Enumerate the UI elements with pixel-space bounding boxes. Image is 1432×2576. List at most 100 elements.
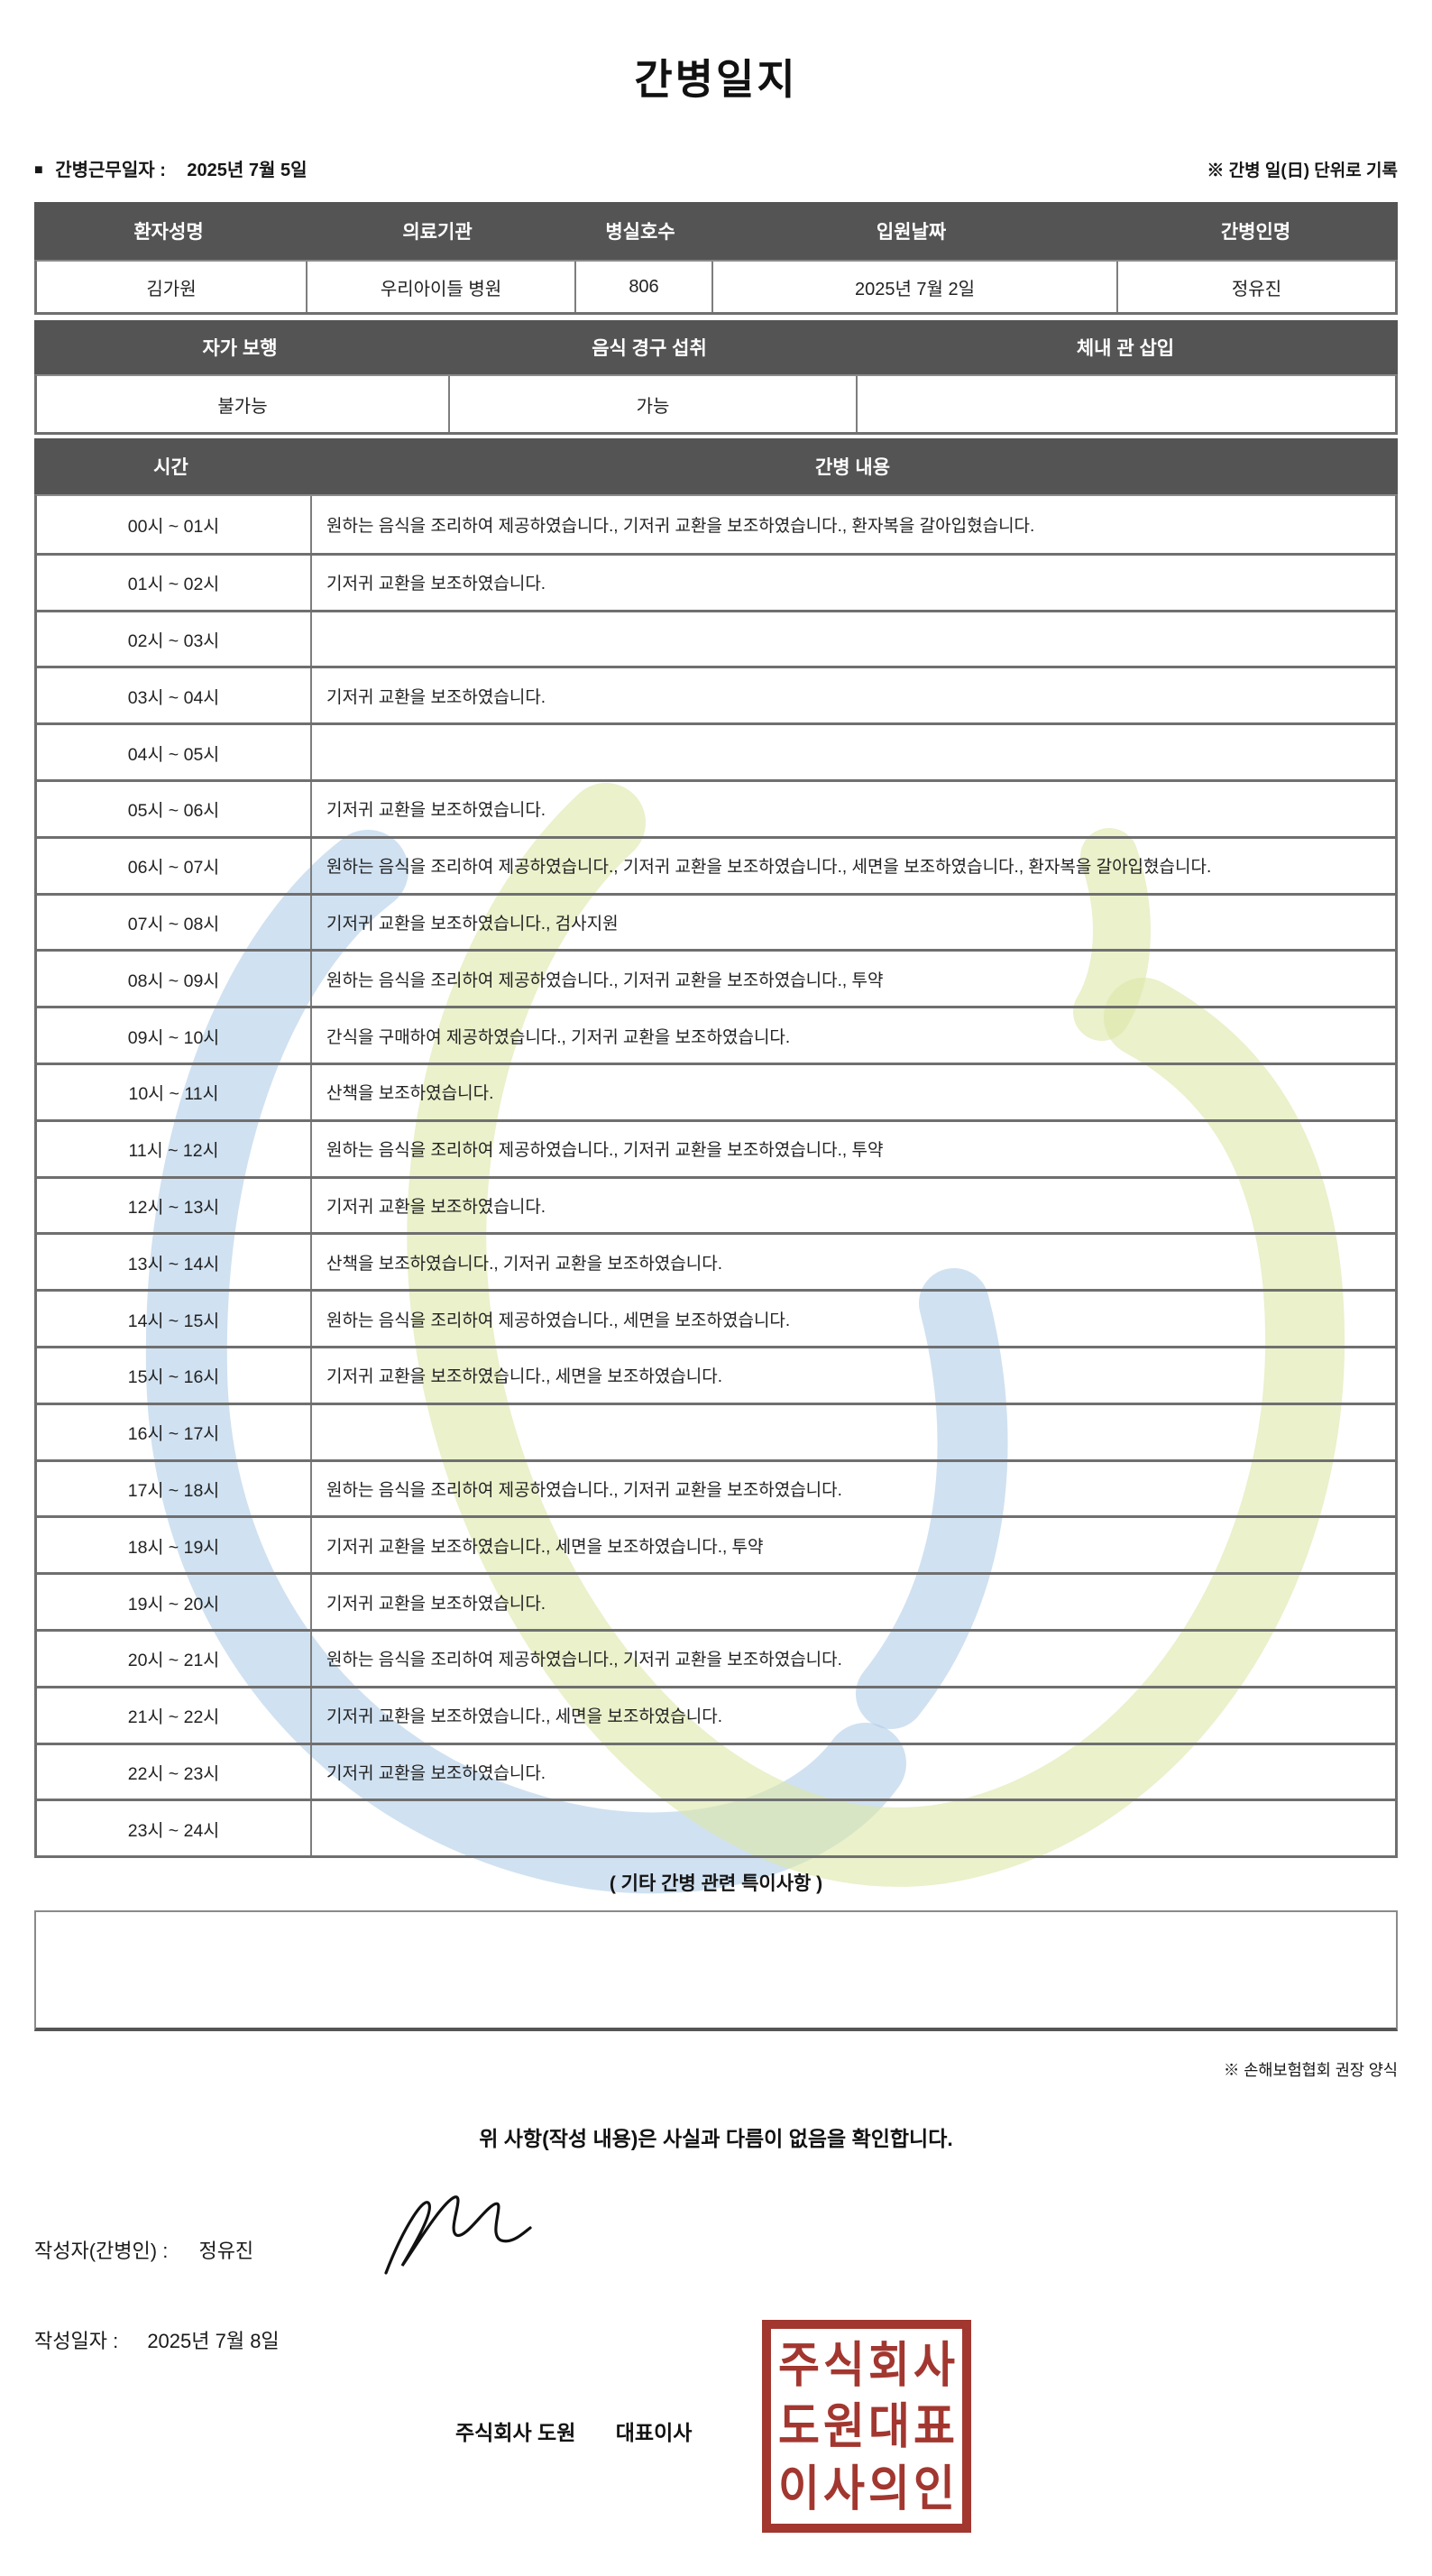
company-name: 주식회사 도원 [455, 2421, 576, 2444]
care-row: 18시 ~ 19시 기저귀 교환을 보조하였습니다., 세면을 보조하였습니다.… [37, 1515, 1395, 1573]
care-row-content: 기저귀 교환을 보조하였습니다. [310, 668, 1395, 723]
care-row-time: 19시 ~ 20시 [127, 1594, 220, 1615]
care-row-time: 04시 ~ 05시 [127, 744, 220, 765]
care-row-content: 기저귀 교환을 보조하였습니다. [310, 1575, 1395, 1629]
care-row: 03시 ~ 04시 기저귀 교환을 보조하였습니다. [37, 666, 1395, 723]
duty-date-label: 간병근무일자 : [55, 161, 166, 180]
patient-status-header-row: 자가 보행 음식 경구 섭취 체내 관 삽입 [34, 320, 1398, 374]
care-row-content [310, 1801, 1395, 1856]
care-row-content: 원하는 음식을 조리하여 제공하였습니다., 세면을 보조하였습니다. [310, 1292, 1395, 1346]
care-row-content: 원하는 음식을 조리하여 제공하였습니다., 기저귀 교환을 보조하였습니다.,… [310, 1121, 1395, 1176]
care-row-content [310, 612, 1395, 667]
medical-institution-value: 우리아이들 병원 [306, 262, 574, 312]
care-row-content: 간식을 구매하여 제공하였습니다., 기저귀 교환을 보조하였습니다. [310, 1008, 1395, 1063]
care-row-content [310, 1404, 1395, 1459]
care-row-time: 23시 ~ 24시 [127, 1820, 220, 1841]
care-row: 07시 ~ 08시 기저귀 교환을 보조하였습니다., 검사지원 [37, 892, 1395, 950]
care-row-content: 원하는 음식을 조리하여 제공하였습니다., 기저귀 교환을 보조하였습니다. [310, 1631, 1395, 1686]
care-row-time: 22시 ~ 23시 [127, 1763, 220, 1784]
care-row-time: 14시 ~ 15시 [127, 1311, 220, 1331]
care-row-content: 산책을 보조하였습니다., 기저귀 교환을 보조하였습니다. [310, 1235, 1395, 1290]
care-row-content: 원하는 음식을 조리하여 제공하였습니다., 기저귀 교환을 보조하였습니다.,… [310, 838, 1395, 893]
care-row-content: 원하는 음식을 조리하여 제공하였습니다., 기저귀 교환을 보조하였습니다.,… [310, 952, 1395, 1007]
care-row: 19시 ~ 20시 기저귀 교환을 보조하였습니다. [37, 1572, 1395, 1629]
header-self-walking: 자가 보행 [202, 338, 278, 359]
care-row-time: 02시 ~ 03시 [127, 630, 220, 651]
patient-info-header-row: 환자성명 의료기관 병실호수 입원날짜 간병인명 [34, 202, 1398, 260]
company-line: 주식회사 도원 대표이사 [455, 2415, 692, 2446]
care-row-time: 21시 ~ 22시 [127, 1707, 220, 1728]
care-row: 04시 ~ 05시 [37, 722, 1395, 779]
care-row-time: 17시 ~ 18시 [127, 1480, 220, 1501]
care-row-content: 기저귀 교환을 보조하였습니다., 세면을 보조하였습니다. [310, 1688, 1395, 1743]
care-row-time: 16시 ~ 17시 [127, 1424, 220, 1445]
care-row: 14시 ~ 15시 원하는 음식을 조리하여 제공하였습니다., 세면을 보조하… [37, 1289, 1395, 1346]
header-caregiver-name: 간병인명 [1220, 222, 1291, 243]
care-row: 13시 ~ 14시 산책을 보조하였습니다., 기저귀 교환을 보조하였습니다. [37, 1232, 1395, 1290]
header-care-content: 간병 내용 [814, 457, 891, 478]
admission-date-value: 2025년 7월 2일 [711, 262, 1116, 312]
care-log-header-row: 시간 간병 내용 [34, 438, 1398, 494]
patient-status-table: 자가 보행 음식 경구 섭취 체내 관 삽입 불가능 가능 [34, 320, 1398, 435]
header-admission-date: 입원날짜 [876, 222, 947, 243]
care-row-content: 기저귀 교환을 보조하였습니다., 세면을 보조하였습니다. [310, 1348, 1395, 1403]
self-walking-value: 불가능 [217, 396, 268, 417]
care-row-time: 10시 ~ 11시 [128, 1084, 219, 1105]
care-row-content: 기저귀 교환을 보조하였습니다., 검사지원 [310, 895, 1395, 950]
special-notes-title: ( 기타 간병 관련 특이사항 ) [609, 1873, 823, 1894]
care-row-content: 원하는 음식을 조리하여 제공하였습니다., 기저귀 교환을 보조하였습니다. [310, 1461, 1395, 1516]
duty-date-line: ■ 간병근무일자 : 2025년 7월 5일 [34, 155, 307, 181]
care-log-rows: 00시 ~ 01시 원하는 음식을 조리하여 제공하였습니다., 기저귀 교환을… [34, 494, 1398, 1859]
care-row-time: 20시 ~ 21시 [127, 1651, 220, 1671]
care-row: 17시 ~ 18시 원하는 음식을 조리하여 제공하였습니다., 기저귀 교환을… [37, 1458, 1395, 1516]
watermark-blue-tail [856, 1268, 1008, 1729]
written-date-label: 작성일자 : [34, 2330, 119, 2352]
header-time: 시간 [153, 457, 188, 478]
care-row-time: 13시 ~ 14시 [127, 1254, 220, 1274]
caregiver-signature [384, 2195, 532, 2275]
care-row-content: 원하는 음식을 조리하여 제공하였습니다., 기저귀 교환을 보조하였습니다.,… [310, 496, 1395, 553]
care-row: 23시 ~ 24시 [37, 1799, 1395, 1856]
header-medical-institution: 의료기관 [402, 222, 473, 243]
care-row-time: 07시 ~ 08시 [127, 914, 220, 934]
care-row: 12시 ~ 13시 기저귀 교환을 보조하였습니다. [37, 1175, 1395, 1233]
care-row-time: 09시 ~ 10시 [127, 1027, 220, 1048]
patient-info-value-row: 김가원 우리아이들 병원 806 2025년 7월 2일 정유진 [34, 260, 1398, 315]
unit-note: ※ 간병 일(日) 단위로 기록 [1207, 161, 1398, 180]
room-number-value: 806 [574, 262, 711, 312]
care-log-table: 시간 간병 내용 00시 ~ 01시 원하는 음식을 조리하여 제공하였습니다.… [34, 438, 1398, 1859]
patient-info-table: 환자성명 의료기관 병실호수 입원날짜 간병인명 김가원 우리아이들 병원 80… [34, 202, 1398, 315]
care-row: 15시 ~ 16시 기저귀 교환을 보조하였습니다., 세면을 보조하였습니다. [37, 1345, 1395, 1403]
care-row-time: 01시 ~ 02시 [127, 575, 220, 595]
writer-label: 작성자(간병인) : [34, 2240, 169, 2262]
care-row-time: 03시 ~ 04시 [127, 687, 220, 708]
ceo-label: 대표이사 [615, 2421, 693, 2444]
care-row: 06시 ~ 07시 원하는 음식을 조리하여 제공하였습니다., 기저귀 교환을… [37, 835, 1395, 893]
watermark-blue-arc [145, 830, 906, 1894]
care-row-time: 06시 ~ 07시 [127, 858, 220, 879]
header-room-number: 병실호수 [605, 222, 675, 243]
patient-name-value: 김가원 [146, 279, 197, 299]
care-row-content: 기저귀 교환을 보조하였습니다. [310, 1178, 1395, 1233]
duty-date-value: 2025년 7월 5일 [187, 161, 308, 180]
care-row-time: 11시 ~ 12시 [128, 1141, 219, 1162]
care-row: 16시 ~ 17시 [37, 1402, 1395, 1459]
care-row-content: 기저귀 교환을 보조하였습니다. [310, 555, 1395, 610]
patient-status-value-row: 불가능 가능 [34, 374, 1398, 435]
care-row-content: 기저귀 교환을 보조하였습니다., 세면을 보조하였습니다., 투약 [310, 1518, 1395, 1573]
square-bullet-icon: ■ [34, 162, 43, 178]
info-line: ■ 간병근무일자 : 2025년 7월 5일 ※ 간병 일(日) 단위로 기록 [34, 155, 1398, 182]
caregiver-name-value: 정유진 [1116, 262, 1395, 312]
care-row-content: 기저귀 교환을 보조하였습니다. [310, 1744, 1395, 1799]
care-row-content: 산책을 보조하였습니다. [310, 1064, 1395, 1119]
care-row: 08시 ~ 09시 원하는 음식을 조리하여 제공하였습니다., 기저귀 교환을… [37, 949, 1395, 1007]
care-row: 00시 ~ 01시 원하는 음식을 조리하여 제공하였습니다., 기저귀 교환을… [37, 496, 1395, 553]
care-row: 22시 ~ 23시 기저귀 교환을 보조하였습니다. [37, 1742, 1395, 1799]
care-row: 09시 ~ 10시 간식을 구매하여 제공하였습니다., 기저귀 교환을 보조하… [37, 1006, 1395, 1063]
care-row: 10시 ~ 11시 산책을 보조하였습니다. [37, 1062, 1395, 1119]
written-date-line: 작성일자 : 2025년 7월 8일 [34, 2325, 280, 2354]
care-row-content [310, 725, 1395, 779]
